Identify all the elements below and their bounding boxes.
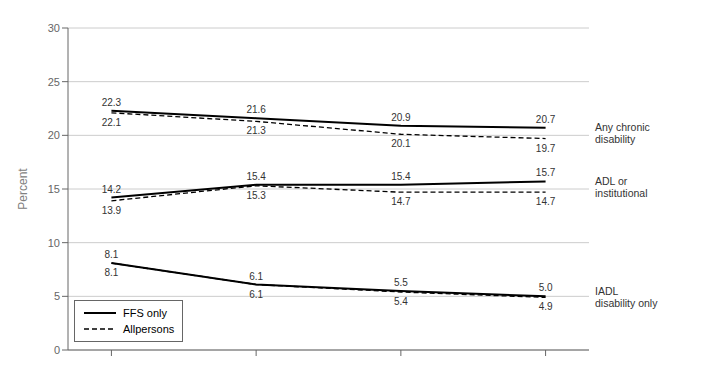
svg-text:8.1: 8.1 <box>104 267 118 278</box>
svg-text:13.9: 13.9 <box>102 205 122 216</box>
svg-text:20: 20 <box>48 129 60 141</box>
svg-text:5.0: 5.0 <box>539 282 553 293</box>
html-text:Allpersons: Allpersons <box>123 323 175 335</box>
svg-text:15.3: 15.3 <box>246 190 266 201</box>
html-text:FFS only: FFS only <box>123 307 167 319</box>
svg-text:14.7: 14.7 <box>391 196 411 207</box>
svg-text:15.4: 15.4 <box>391 171 411 182</box>
svg-text:6.1: 6.1 <box>249 289 263 300</box>
svg-text:Any chronicdisability: Any chronicdisability <box>595 121 650 145</box>
svg-text:0: 0 <box>54 344 60 356</box>
svg-text:15: 15 <box>48 183 60 195</box>
svg-text:22.3: 22.3 <box>102 97 122 108</box>
svg-text:IADLdisability only: IADLdisability only <box>595 285 658 309</box>
svg-text:14.7: 14.7 <box>536 196 556 207</box>
svg-text:5: 5 <box>54 290 60 302</box>
svg-text:19.7: 19.7 <box>536 143 556 154</box>
svg-text:4.9: 4.9 <box>539 301 553 312</box>
svg-text:6.1: 6.1 <box>249 271 263 282</box>
svg-text:20.1: 20.1 <box>391 138 411 149</box>
svg-text:25: 25 <box>48 76 60 88</box>
svg-text:20.7: 20.7 <box>536 114 556 125</box>
svg-text:Percent: Percent <box>16 168 30 210</box>
svg-text:14.2: 14.2 <box>102 184 122 195</box>
svg-text:22.1: 22.1 <box>102 117 122 128</box>
svg-text:8.1: 8.1 <box>104 249 118 260</box>
svg-text:ADL orinstitutional: ADL orinstitutional <box>595 175 648 199</box>
svg-text:20.9: 20.9 <box>391 112 411 123</box>
svg-text:21.3: 21.3 <box>246 125 266 136</box>
svg-text:15.4: 15.4 <box>246 171 266 182</box>
svg-text:5.5: 5.5 <box>394 277 408 288</box>
svg-text:15.7: 15.7 <box>536 167 556 178</box>
svg-text:10: 10 <box>48 237 60 249</box>
svg-text:21.6: 21.6 <box>246 104 266 115</box>
svg-text:30: 30 <box>48 22 60 34</box>
svg-text:5.4: 5.4 <box>394 296 408 307</box>
